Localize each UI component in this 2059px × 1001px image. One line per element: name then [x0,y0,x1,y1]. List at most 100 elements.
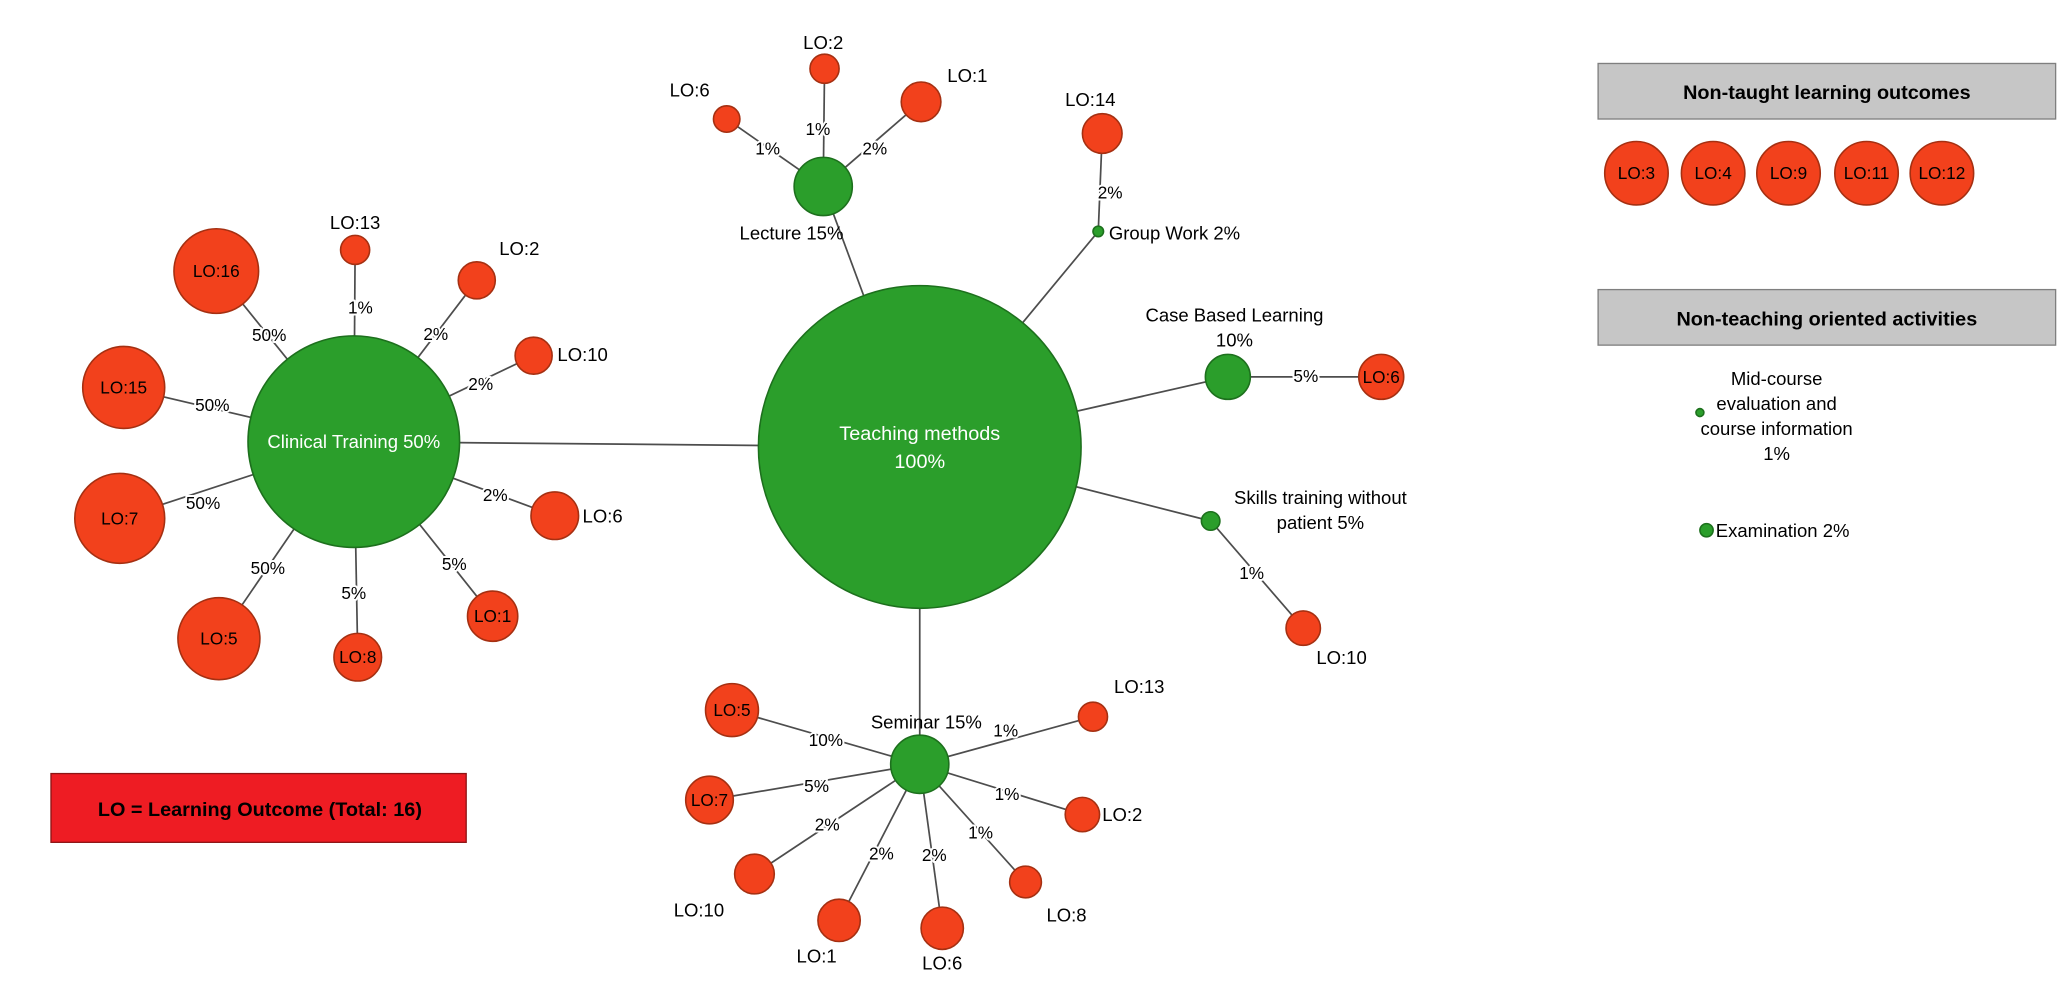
edge-seminar-se13 [919,715,1094,766]
edge-label-skills-s10: 1% [1239,563,1264,583]
teaching-method-node-midcourse-dot [1695,407,1705,418]
learning-outcome-node-se6 [920,906,965,951]
learning-outcome-node-c15 [81,345,166,430]
node-label-l6: LO:6 [670,80,710,101]
edge-label-seminar-se5: 10% [809,730,843,750]
learning-outcome-node-c8 [333,632,383,682]
learning-outcome-node-se2 [1064,796,1101,833]
node-label-n11: LO:11 [1844,163,1890,183]
teaching-method-node-examination-dot [1699,522,1714,538]
learning-outcome-node-c5 [177,596,261,681]
edge-label-seminar-se13: 1% [993,721,1018,741]
edge-seminar-se10 [753,763,921,875]
node-label-s10: LO:10 [1316,647,1366,668]
learning-outcome-node-c1 [466,590,519,643]
legend-taught-title: Non-taught learning outcomes [1683,82,1971,104]
learning-outcome-node-se7 [684,775,735,825]
teaching-method-node-cbl [1204,353,1252,401]
edge-label-clinical-c13: 1% [348,297,373,317]
note-box [50,772,467,843]
edge-label-seminar-se6: 2% [922,845,947,865]
learning-outcome-node-g14 [1081,112,1123,155]
midcourse-label: course information [1701,418,1853,439]
edge-label-clinical-c8: 5% [341,583,366,603]
legend-activities-header [1597,288,2057,346]
learning-outcome-node-se1 [817,898,862,943]
node-label-cb6: LO:6 [1363,367,1400,387]
node-label-c8: LO:8 [339,647,376,667]
edge-seminar-se7 [709,763,920,801]
learning-outcome-node-c7 [73,472,166,565]
edge-label-cbl-cb6: 5% [1293,366,1318,386]
node-label-cbl: 10% [1216,329,1253,350]
node-label-se8: LO:8 [1046,905,1086,926]
learning-outcome-node-c10 [514,336,553,376]
edge-label-groupwork-g14: 2% [1098,182,1123,202]
teaching-method-node-teaching [757,284,1082,610]
node-label-c2: LO:2 [499,238,539,259]
edge-label-clinical-c16: 50% [252,325,286,345]
midcourse-label: Mid-course [1731,368,1823,389]
learning-outcome-node-n12 [1909,140,1975,206]
node-label-c10: LO:10 [557,344,607,365]
edge-label-lecture-l6: 1% [755,139,780,159]
node-label-lecture: Lecture 15% [740,222,844,243]
node-label-se7: LO:7 [691,790,728,810]
edge-label-clinical-c7: 50% [186,493,220,513]
learning-outcome-node-c2 [457,261,497,300]
node-label-n3: LO:3 [1618,163,1655,183]
midcourse-label: evaluation and [1716,393,1836,414]
node-label-g14: LO:14 [1065,89,1115,110]
node-label-se5: LO:5 [713,700,750,720]
legend-taught-header [1597,62,2057,120]
learning-outcome-node-l6 [712,104,741,134]
learning-outcome-node-se10 [733,853,776,895]
teaching-method-node-clinical [247,335,461,549]
legend-activities-title: Non-teaching oriented activities [1676,308,1977,330]
learning-outcome-node-se13 [1077,701,1109,733]
note-label: LO = Learning Outcome (Total: 16) [98,799,422,821]
node-label-c13: LO:13 [330,212,380,233]
node-label-teaching: Teaching methods [839,423,1000,445]
node-label-skills: Skills training without [1234,487,1407,508]
edge-label-seminar-se8: 1% [968,822,993,842]
node-label-c1: LO:1 [474,606,511,626]
edge-label-clinical-c2: 2% [423,324,448,344]
edge-label-seminar-se2: 1% [995,784,1020,804]
learning-outcome-node-l1 [900,81,942,123]
learning-outcome-node-se8 [1008,865,1043,899]
learning-outcome-node-n4 [1680,140,1746,206]
node-label-n4: LO:4 [1695,163,1733,183]
node-label-groupwork: Group Work 2% [1109,222,1240,243]
learning-outcome-node-c16 [173,227,260,315]
node-label-c16: LO:16 [193,261,240,281]
learning-outcome-node-l2 [809,53,840,85]
node-label-l1: LO:1 [947,65,987,86]
node-label-c6: LO:6 [583,505,623,526]
node-label-l2: LO:2 [803,32,843,53]
edge-label-seminar-se10: 2% [815,814,840,834]
node-label-se2: LO:2 [1102,804,1142,825]
edge-label-clinical-c10: 2% [468,374,493,394]
node-label-c15: LO:15 [100,377,147,397]
teaching-method-node-seminar [889,734,950,795]
learning-outcome-node-s10 [1285,610,1322,647]
node-label-se10: LO:10 [674,899,724,920]
teaching-method-node-lecture [793,156,854,217]
edge-label-clinical-c6: 2% [483,485,508,505]
node-label-seminar: Seminar 15% [871,712,982,733]
learning-outcome-node-n11 [1834,140,1900,206]
node-label-se6: LO:6 [922,952,962,973]
teaching-method-node-groupwork [1092,225,1105,238]
learning-outcome-node-c13 [339,234,371,266]
edge-label-seminar-se7: 5% [804,776,829,796]
node-label-teaching: 100% [894,451,945,473]
node-label-se1: LO:1 [797,946,837,967]
edge-label-lecture-l2: 1% [806,119,831,139]
learning-outcome-node-n9 [1755,140,1822,206]
edge-label-clinical-c1: 5% [442,554,467,574]
edge-label-clinical-c5: 50% [251,558,285,578]
node-label-cbl: Case Based Learning [1145,304,1323,325]
